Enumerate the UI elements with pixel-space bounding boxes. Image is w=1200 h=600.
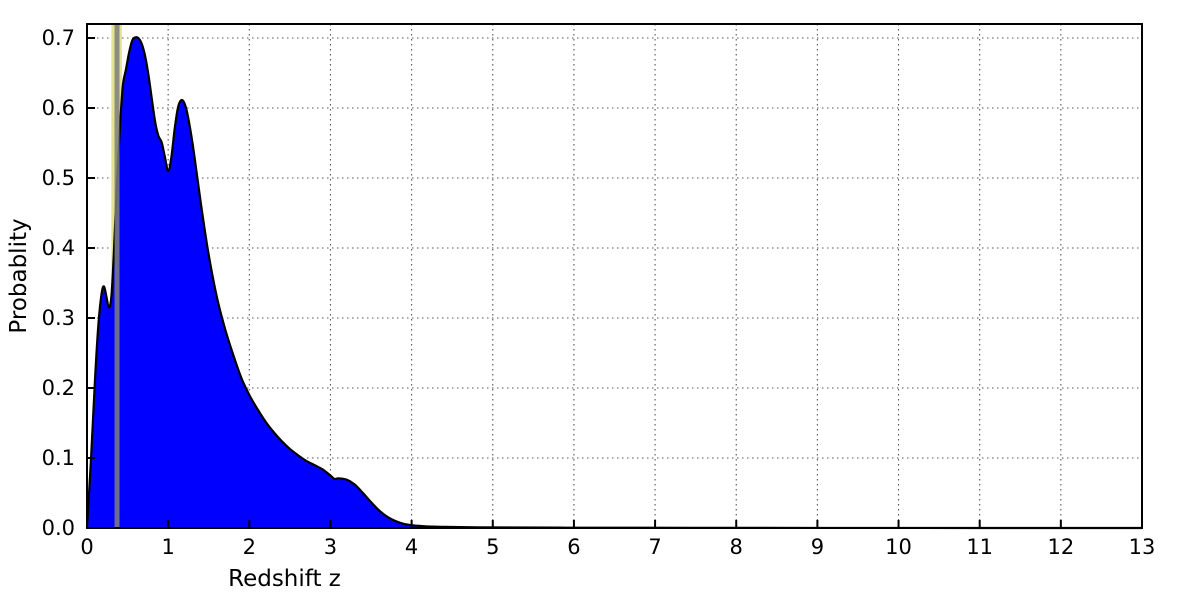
x-axis-title: Redshift z	[228, 566, 341, 592]
x-tick-label: 2	[243, 535, 256, 559]
y-tick-label: 0.2	[42, 376, 75, 400]
x-tick-label: 10	[885, 535, 912, 559]
x-tick-label: 5	[486, 535, 499, 559]
x-tick-label: 8	[730, 535, 743, 559]
series-fill	[87, 37, 1142, 529]
plot-frame	[86, 23, 1143, 529]
x-tick-label: 0	[80, 535, 93, 559]
x-tick-label: 3	[324, 535, 337, 559]
x-tick-label: 13	[1129, 535, 1156, 559]
axis-ticks: 0 1 2 3 4 5 6 7 8 9 10 11 12 130.00.10.20.30.40.50.60…	[42, 26, 1156, 559]
x-tick-label: 6	[567, 535, 580, 559]
y-tick-label: 0.0	[42, 516, 75, 540]
y-tick-label: 0.6	[42, 96, 75, 120]
x-tick-label: 4	[405, 535, 418, 559]
y-tick-label: 0.4	[42, 236, 75, 260]
x-tick-label: 11	[966, 535, 993, 559]
x-tick-label: 12	[1047, 535, 1074, 559]
y-tick-label: 0.3	[42, 306, 75, 330]
y-axis-title: Probablity	[6, 218, 32, 333]
y-tick-label: 0.1	[42, 446, 75, 470]
x-tick-label: 7	[648, 535, 661, 559]
x-tick-label: 9	[811, 535, 824, 559]
y-tick-label: 0.5	[42, 166, 75, 190]
y-tick-label: 0.7	[42, 26, 75, 50]
x-tick-label: 1	[161, 535, 174, 559]
